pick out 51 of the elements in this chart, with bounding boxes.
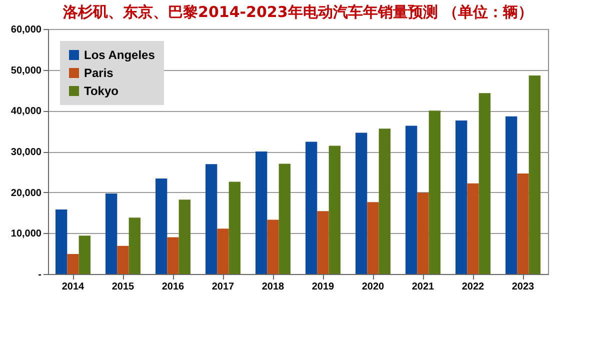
y-tick-label: 40,000 [10,106,42,118]
bar [506,116,518,274]
bar [78,236,90,274]
bar [428,110,440,274]
y-tick-label: 10,000 [10,228,42,240]
bar [356,132,368,274]
x-tick-label: 2014 [62,282,85,292]
bar [278,164,290,274]
bar [117,246,129,274]
bar [528,76,540,274]
legend-label: Los Angeles [84,48,156,62]
bar [517,174,529,274]
x-tick-label: 2021 [412,282,435,292]
legend-label: Paris [84,66,114,80]
bar [378,128,390,274]
bar [417,192,429,274]
y-tick-label: 50,000 [10,65,42,76]
bar [256,152,268,274]
x-tick-label: 2019 [312,282,335,292]
bar [106,194,118,274]
x-tick-label: 2015 [112,282,135,292]
bar [478,93,490,274]
x-tick-label: 2022 [462,282,485,292]
x-tick-label: 2016 [162,282,185,292]
bar [156,178,168,274]
y-tick-label: 30,000 [10,147,42,158]
bar [217,228,229,274]
bar [56,209,68,274]
y-tick-label: 60,000 [10,24,42,36]
bar [228,182,240,274]
bar [67,254,79,274]
bar [367,202,379,274]
legend-label: Tokyo [84,84,118,98]
y-tick-label: 20,000 [10,188,42,199]
x-tick-label: 2023 [512,282,535,292]
bar [317,211,329,274]
bar [467,183,479,274]
bar [456,120,468,274]
bar [406,126,418,274]
y-tick-label: - [38,270,42,280]
x-tick-label: 2017 [212,282,235,292]
bar [328,146,340,274]
chart-title: 洛杉矶、东京、巴黎2014-2023年电动汽车年销量预测 （单位：辆） [62,3,533,21]
bar [178,200,190,274]
bar [206,164,218,274]
bar [167,237,179,274]
x-tick-label: 2018 [262,282,285,292]
x-tick-label: 2020 [362,282,385,292]
bar [267,220,279,274]
bar [128,218,140,274]
bar [306,142,318,274]
